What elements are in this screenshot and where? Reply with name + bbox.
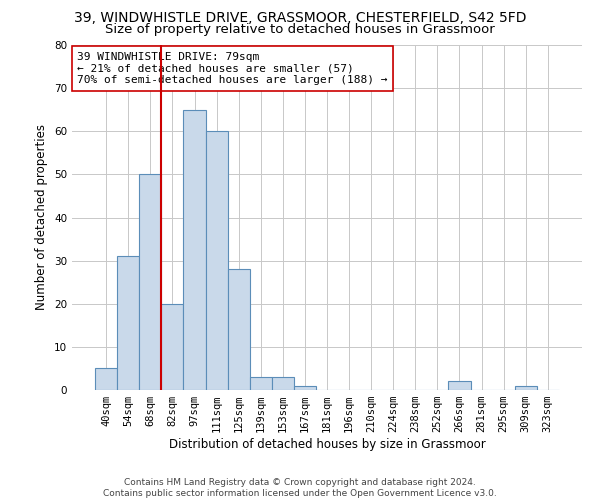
- Text: Size of property relative to detached houses in Grassmoor: Size of property relative to detached ho…: [105, 22, 495, 36]
- Bar: [184, 110, 206, 390]
- Bar: [95, 368, 117, 390]
- Text: Contains HM Land Registry data © Crown copyright and database right 2024.
Contai: Contains HM Land Registry data © Crown c…: [103, 478, 497, 498]
- Bar: [250, 377, 272, 390]
- Y-axis label: Number of detached properties: Number of detached properties: [35, 124, 49, 310]
- Bar: [206, 131, 227, 390]
- X-axis label: Distribution of detached houses by size in Grassmoor: Distribution of detached houses by size …: [169, 438, 485, 451]
- Bar: [161, 304, 184, 390]
- Text: 39 WINDWHISTLE DRIVE: 79sqm
← 21% of detached houses are smaller (57)
70% of sem: 39 WINDWHISTLE DRIVE: 79sqm ← 21% of det…: [77, 52, 388, 85]
- Bar: [227, 269, 250, 390]
- Bar: [117, 256, 139, 390]
- Bar: [515, 386, 537, 390]
- Text: 39, WINDWHISTLE DRIVE, GRASSMOOR, CHESTERFIELD, S42 5FD: 39, WINDWHISTLE DRIVE, GRASSMOOR, CHESTE…: [74, 11, 526, 25]
- Bar: [448, 382, 470, 390]
- Bar: [294, 386, 316, 390]
- Bar: [139, 174, 161, 390]
- Bar: [272, 377, 294, 390]
